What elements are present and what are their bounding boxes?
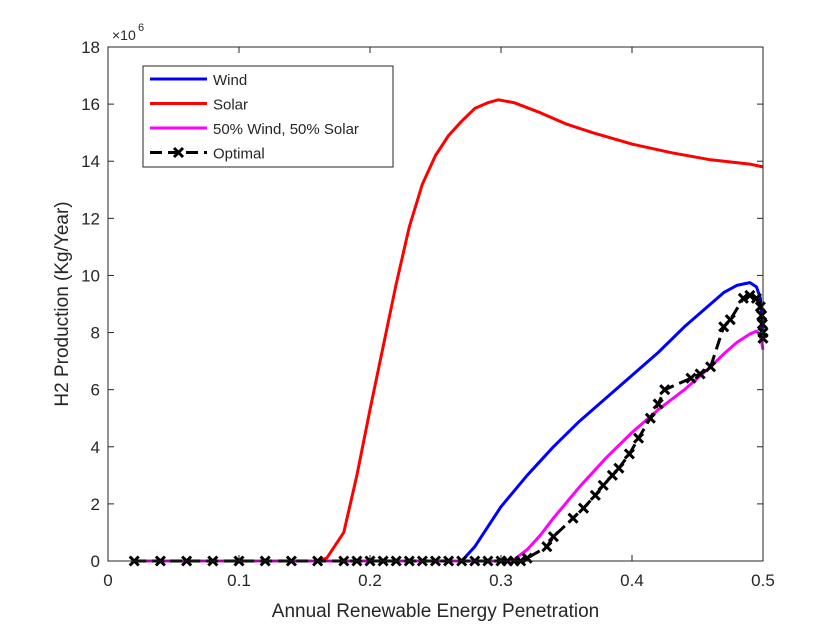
y-tick-label: 12 bbox=[81, 209, 100, 228]
x-tick-label: 0.2 bbox=[358, 571, 382, 590]
series-3-marker-25 bbox=[541, 541, 553, 553]
legend-box bbox=[142, 65, 394, 168]
series-3-marker-35 bbox=[644, 412, 656, 424]
y-tick-label: 18 bbox=[81, 38, 100, 57]
y-tick-label: 10 bbox=[81, 266, 100, 285]
legend-label: 50% Wind, 50% Solar bbox=[213, 121, 359, 138]
series-3-marker-29 bbox=[589, 489, 601, 501]
series-3-marker-42 bbox=[724, 314, 736, 326]
series-3-marker-45 bbox=[750, 292, 763, 304]
series-3-marker-38 bbox=[685, 372, 697, 384]
series-3-marker-34 bbox=[632, 432, 645, 444]
x-tick-label: 0.5 bbox=[751, 571, 775, 590]
y-axis-exponent-base: ×10 bbox=[112, 27, 136, 43]
y-tick-label: 8 bbox=[91, 324, 100, 343]
series-line-1 bbox=[134, 98, 764, 563]
legend-label: Optimal bbox=[213, 146, 265, 163]
series-3-marker-30 bbox=[597, 479, 609, 491]
series-3-marker-43 bbox=[737, 292, 749, 304]
y-tick-label: 0 bbox=[91, 552, 100, 571]
series-3-marker-47 bbox=[756, 309, 768, 321]
series-3-marker-36 bbox=[652, 398, 664, 410]
series-3-marker-27 bbox=[567, 512, 579, 524]
series-3-marker-37 bbox=[659, 384, 671, 396]
axes-layer: 0 0.1 0.2 0.3 0.4 0.5 0 2 4 6 8 10 12 14 16 18 bbox=[81, 38, 775, 590]
x-tick-label: 0.3 bbox=[489, 571, 513, 590]
y-tick-label: 2 bbox=[91, 495, 100, 514]
y-tick-label: 6 bbox=[91, 381, 100, 400]
series-3-marker-40 bbox=[705, 361, 717, 373]
series-3-marker-44 bbox=[744, 289, 756, 301]
series-3-marker-26 bbox=[547, 531, 559, 543]
y-tick-label: 14 bbox=[81, 152, 100, 171]
x-tick-label: 0.1 bbox=[227, 571, 251, 590]
y-tick-label: 4 bbox=[91, 438, 100, 457]
series-3-marker-39 bbox=[694, 368, 706, 380]
legend-marker-3 bbox=[172, 146, 185, 159]
series-3-marker-48 bbox=[756, 318, 768, 330]
x-axis-label: Annual Renewable Energy Penetration bbox=[272, 601, 599, 622]
y-tick-label: 16 bbox=[81, 95, 100, 114]
series-line-0 bbox=[134, 281, 765, 563]
x-tick-label: 0 bbox=[103, 571, 112, 590]
series-3-marker-33 bbox=[623, 448, 635, 460]
y-axis-exponent-power: 6 bbox=[138, 22, 144, 34]
x-tick-label: 0.4 bbox=[620, 571, 644, 590]
y-axis-label: H2 Production (Kg/Year) bbox=[52, 201, 73, 406]
series-3-marker-28 bbox=[577, 502, 590, 514]
legend: Wind Solar 50% Wind, 50% Solar Optimal bbox=[142, 65, 394, 168]
legend-label: Solar bbox=[213, 97, 248, 114]
series-3-marker-32 bbox=[613, 462, 625, 474]
legend-label: Wind bbox=[213, 72, 247, 89]
axes-box bbox=[107, 46, 764, 562]
